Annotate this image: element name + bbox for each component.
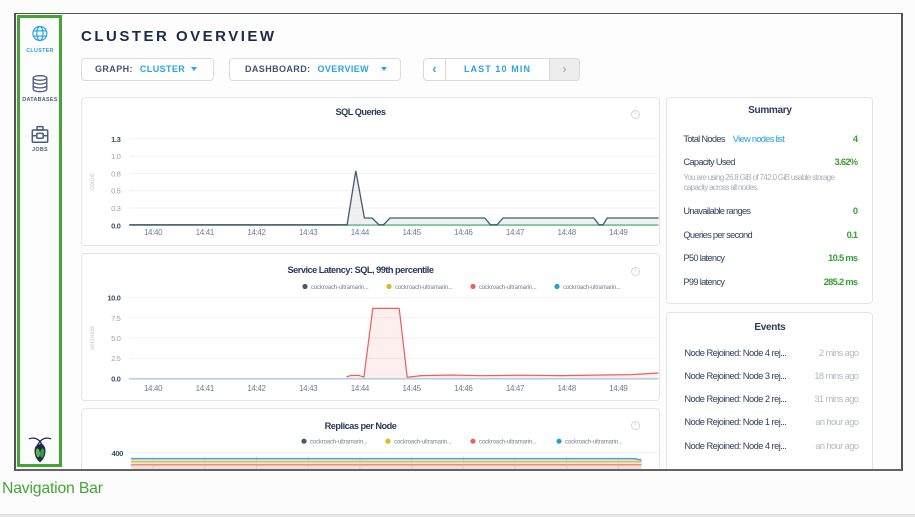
svg-text:14:41: 14:41 bbox=[195, 384, 214, 393]
svg-text:14:49: 14:49 bbox=[609, 228, 628, 237]
svg-text:0.0: 0.0 bbox=[111, 222, 121, 231]
svg-text:14:40: 14:40 bbox=[143, 228, 162, 237]
svg-text:1.3: 1.3 bbox=[111, 135, 121, 144]
svg-text:0.0: 0.0 bbox=[111, 374, 121, 383]
svg-text:400: 400 bbox=[111, 449, 123, 458]
svg-text:14:45: 14:45 bbox=[402, 228, 421, 237]
svg-text:cockroach-ultramarin...: cockroach-ultramarin... bbox=[565, 439, 623, 445]
svg-text:14:43: 14:43 bbox=[299, 228, 318, 237]
svg-text:14:47: 14:47 bbox=[505, 228, 524, 237]
svg-text:cockroach-ultramarin...: cockroach-ultramarin... bbox=[394, 439, 452, 445]
svg-text:cockroach-ultramarin...: cockroach-ultramarin... bbox=[311, 285, 369, 291]
svg-text:cockroach-ultramarin...: cockroach-ultramarin... bbox=[563, 285, 621, 291]
svg-text:14:42: 14:42 bbox=[247, 384, 266, 393]
svg-text:14:41: 14:41 bbox=[195, 228, 214, 237]
svg-text:cockroach-ultramarin...: cockroach-ultramarin... bbox=[479, 439, 537, 445]
svg-text:seconds: seconds bbox=[89, 325, 96, 350]
svg-text:14:47: 14:47 bbox=[505, 384, 524, 393]
svg-text:10.0: 10.0 bbox=[107, 294, 120, 303]
svg-text:cockroach-ultramarin...: cockroach-ultramarin... bbox=[310, 439, 368, 445]
svg-text:cockroach-ultramarin...: cockroach-ultramarin... bbox=[395, 285, 453, 291]
svg-text:5.0: 5.0 bbox=[111, 334, 121, 343]
svg-text:14:49: 14:49 bbox=[609, 384, 628, 393]
svg-text:14:46: 14:46 bbox=[454, 228, 473, 237]
svg-text:2.5: 2.5 bbox=[111, 354, 121, 363]
svg-text:7.5: 7.5 bbox=[111, 314, 121, 323]
svg-text:14:42: 14:42 bbox=[247, 228, 266, 237]
svg-text:0.8: 0.8 bbox=[111, 170, 121, 179]
svg-text:14:46: 14:46 bbox=[454, 384, 473, 393]
svg-text:14:44: 14:44 bbox=[350, 228, 369, 237]
svg-text:0.3: 0.3 bbox=[111, 204, 121, 213]
svg-text:1.0: 1.0 bbox=[111, 152, 121, 161]
svg-text:count: count bbox=[89, 174, 96, 190]
svg-text:14:43: 14:43 bbox=[299, 384, 318, 393]
svg-text:0.5: 0.5 bbox=[111, 187, 121, 196]
svg-text:14:48: 14:48 bbox=[557, 228, 576, 237]
svg-text:cockroach-ultramarin...: cockroach-ultramarin... bbox=[479, 285, 537, 291]
svg-text:14:40: 14:40 bbox=[143, 384, 162, 393]
svg-text:14:48: 14:48 bbox=[557, 384, 576, 393]
svg-text:14:45: 14:45 bbox=[402, 384, 421, 393]
svg-text:14:44: 14:44 bbox=[350, 384, 369, 393]
